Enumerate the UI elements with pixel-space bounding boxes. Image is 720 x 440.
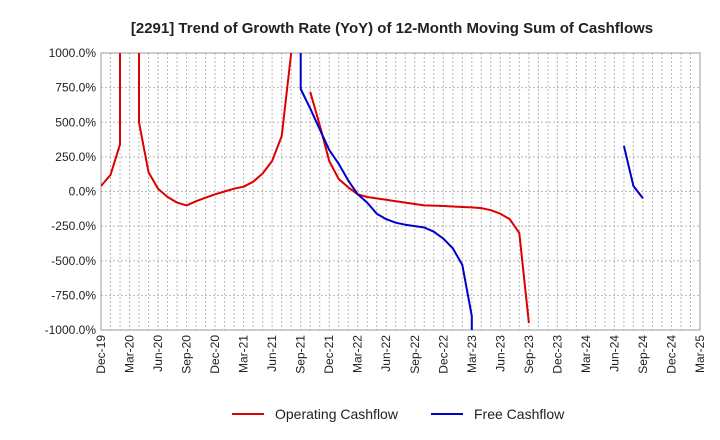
- x-tick-label: Dec-22: [436, 335, 450, 374]
- chart-title: [2291] Trend of Growth Rate (YoY) of 12-…: [131, 20, 653, 37]
- x-tick-label: Dec-24: [664, 335, 678, 374]
- free-cashflow-line: [299, 53, 473, 330]
- x-tick-label: Jun-21: [265, 335, 279, 372]
- x-tick-label: Jun-22: [379, 335, 393, 372]
- x-tick-label: Mar-25: [693, 335, 707, 373]
- x-tick-label: Jun-20: [151, 335, 165, 372]
- x-axis-ticks: Dec-19 Mar-20 Jun-20 Sep-20 Dec-20 Mar-21 Jun-…: [94, 335, 707, 374]
- plot-frame: [100, 52, 701, 331]
- x-tick-label: Mar-21: [237, 335, 251, 373]
- legend-label: Free Cashflow: [474, 406, 565, 422]
- legend: Operating Cashflow Free Cashflow: [232, 406, 565, 422]
- x-tick-label: Dec-20: [208, 335, 222, 374]
- x-tick-label: Mar-23: [465, 335, 479, 373]
- y-tick-label: 250.0%: [55, 150, 96, 164]
- y-axis-ticks: 1000.0% 750.0% 500.0% 250.0% 0.0% -250.0% -500…: [45, 46, 97, 337]
- x-tick-label: Sep-20: [180, 335, 194, 374]
- x-tick-label: Dec-19: [94, 335, 108, 374]
- operating-cashflow-line: [138, 53, 293, 207]
- series-lines: [101, 53, 644, 330]
- x-tick-label: Mar-24: [579, 335, 593, 373]
- y-tick-label: -250.0%: [51, 219, 96, 233]
- y-tick-label: 500.0%: [55, 115, 96, 129]
- legend-label: Operating Cashflow: [275, 406, 399, 422]
- y-tick-label: 750.0%: [55, 81, 96, 95]
- x-tick-label: Mar-22: [351, 335, 365, 373]
- x-tick-label: Sep-22: [408, 335, 422, 374]
- x-tick-label: Dec-23: [550, 335, 564, 374]
- x-tick-label: Sep-24: [636, 335, 650, 374]
- operating-cashflow-line: [309, 91, 530, 324]
- free-cashflow-line: [622, 145, 644, 200]
- y-tick-label: -1000.0%: [45, 323, 97, 337]
- x-tick-label: Sep-23: [522, 335, 536, 374]
- x-tick-label: Dec-21: [322, 335, 336, 374]
- y-tick-label: -500.0%: [51, 254, 96, 268]
- x-tick-label: Mar-20: [123, 335, 137, 373]
- x-tick-label: Sep-21: [294, 335, 308, 374]
- y-tick-label: -750.0%: [51, 288, 96, 302]
- x-tick-label: Jun-24: [607, 335, 621, 372]
- y-tick-label: 0.0%: [69, 185, 97, 199]
- operating-cashflow-line: [101, 53, 121, 187]
- x-tick-label: Jun-23: [493, 335, 507, 372]
- grid-lines: [101, 53, 700, 330]
- y-tick-label: 1000.0%: [49, 46, 97, 60]
